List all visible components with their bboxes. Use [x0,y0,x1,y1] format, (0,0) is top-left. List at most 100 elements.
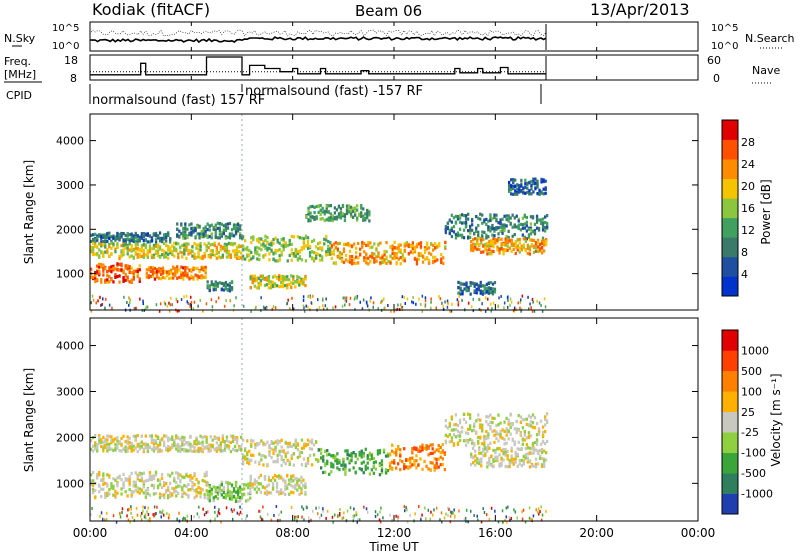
heat-cell [435,461,438,465]
heat-cell [348,244,352,248]
heat-cell [92,246,95,250]
speckle-cell [418,297,420,301]
heat-cell [272,460,275,464]
speckle-cell [199,298,201,302]
heat-cell [220,483,223,487]
heat-cell [178,268,181,272]
heat-cell [493,227,496,231]
heat-cell [359,247,362,251]
heat-cell [130,449,133,453]
heat-cell [337,212,341,216]
heat-cell [280,237,283,242]
speckle-cell [356,295,359,298]
heat-cell [96,270,99,274]
heat-cell [272,451,275,456]
heat-cell [216,490,219,494]
heat-cell [140,246,143,250]
heat-cell [475,419,478,423]
heat-cell [110,447,113,451]
heat-cell [126,250,129,254]
speckle-cell [231,510,234,513]
heat-cell [210,487,213,491]
heat-cell [511,437,514,441]
heat-cell [96,278,99,282]
heat-cell [94,447,97,451]
heat-cell [338,241,342,245]
heat-cell [304,484,307,488]
heat-cell [186,235,189,240]
heat-cell [138,445,141,449]
heat-cell [197,251,200,255]
heat-cell [463,282,466,286]
heat-cell [186,273,189,278]
heat-cell [332,249,335,253]
speckle-cell [100,303,102,307]
heat-cell [194,266,197,271]
heat-cell [236,489,240,493]
heat-cell [273,274,277,278]
speckle-cell [509,303,511,307]
heat-cell [268,252,271,256]
heat-cell [197,247,200,251]
heat-cell [253,487,256,491]
heat-cell [492,465,495,469]
heat-cell [222,232,225,236]
heat-cell [144,243,147,247]
heat-cell [106,249,109,254]
speckle-cell [449,514,452,518]
heat-cell [500,237,503,241]
heat-cell [529,228,533,232]
heat-cell [146,240,149,244]
heat-cell [232,489,236,493]
heat-cell [90,249,93,253]
heat-cell [376,449,380,453]
heat-cell [182,236,185,240]
heat-cell [484,242,487,246]
heat-cell [184,230,187,234]
heat-cell [144,492,147,496]
heat-cell [267,286,271,290]
heat-cell [415,245,419,249]
speckle-cell [366,304,369,308]
heat-cell [265,492,269,497]
speckle-cell [355,513,358,517]
heat-cell [506,248,509,252]
heat-cell [296,279,299,283]
heat-cell [188,268,191,272]
heat-cell [524,239,527,244]
heat-cell [477,230,480,234]
heat-cell [361,245,364,249]
heat-cell [262,441,265,445]
heat-cell [122,483,125,487]
heat-cell [344,449,347,453]
heat-cell [473,282,476,286]
heat-cell [489,215,492,219]
speckle-cell [441,301,443,305]
speckle-cell [507,298,509,302]
heat-cell [437,465,440,469]
heat-cell [411,247,414,251]
heat-cell [467,431,470,436]
heat-cell [98,434,101,438]
heat-cell [491,429,494,433]
heat-cell [364,216,367,220]
speckle-cell [435,506,438,510]
speckle-cell [128,303,130,307]
heat-cell [217,447,220,451]
heat-cell [144,238,147,243]
heat-cell [150,247,154,251]
heat-cell [545,458,548,462]
heat-cell [100,242,103,246]
heat-cell [462,228,466,232]
heat-cell [252,453,255,457]
heat-cell [491,217,494,221]
heat-cell [251,482,254,486]
heat-cell [110,482,113,486]
heat-cell [223,249,227,253]
speckle-cell [128,296,130,300]
heat-cell [132,444,135,448]
heat-cell [489,281,493,285]
speckle-cell [326,307,328,311]
heat-cell [331,216,334,220]
heat-cell [205,248,208,252]
